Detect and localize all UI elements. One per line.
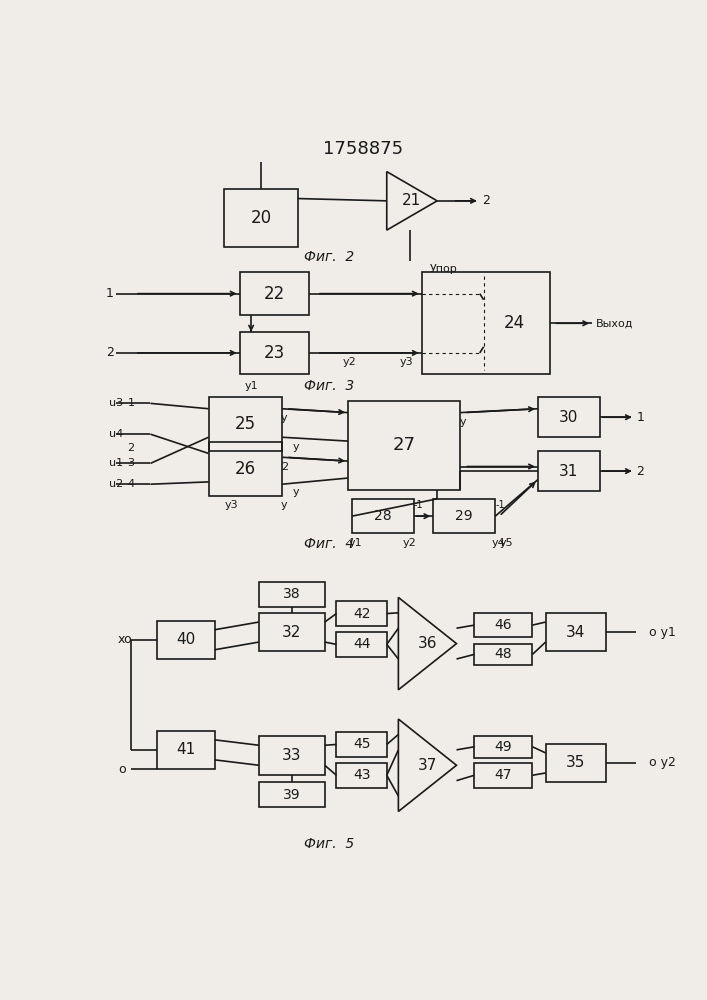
Text: o y1: o y1 [649,626,676,639]
Text: 26: 26 [235,460,256,478]
Text: 1: 1 [106,287,114,300]
Text: 42: 42 [353,607,370,621]
Bar [240,332,309,374]
Bar [474,763,532,788]
Bar [156,620,215,659]
Bar [259,782,325,807]
Text: 1: 1 [636,411,644,424]
Bar [546,613,606,651]
Text: xo: xo [118,633,132,646]
Bar [474,644,532,665]
Text: 2: 2 [127,443,134,453]
Bar [240,272,309,315]
Bar [259,736,325,774]
Text: 49: 49 [495,740,512,754]
Text: Упор: Упор [429,264,457,274]
Text: 40: 40 [176,632,195,647]
Text: 30: 30 [559,410,578,425]
Text: 29: 29 [455,509,473,523]
Text: 21: 21 [402,193,421,208]
Text: Фиг.  3: Фиг. 3 [303,379,354,393]
Text: 44: 44 [353,637,370,651]
Text: 46: 46 [495,618,512,632]
Text: o: o [118,763,125,776]
Text: 28: 28 [374,509,392,523]
Text: y3: y3 [399,357,413,367]
Bar [474,736,532,758]
Text: 1: 1 [127,398,134,408]
Text: Фиг.  2: Фиг. 2 [303,250,354,264]
Text: u2: u2 [109,479,123,489]
Text: 2: 2 [482,194,490,207]
Bar [259,582,325,607]
Text: u3: u3 [109,398,122,408]
Text: 37: 37 [418,758,437,773]
Text: y: y [460,417,466,427]
Text: 32: 32 [282,625,301,640]
Text: 20: 20 [250,209,271,227]
Text: 33: 33 [282,748,302,763]
Text: 47: 47 [495,768,512,782]
Text: 38: 38 [283,587,300,601]
Text: y: y [293,442,299,452]
Text: 43: 43 [353,768,370,782]
Text: 25: 25 [235,415,256,433]
Text: u1: u1 [109,458,122,468]
Text: 24: 24 [504,314,525,332]
Text: y2: y2 [403,538,417,548]
Bar [209,442,282,496]
Bar [421,272,549,374]
Text: 35: 35 [566,755,585,770]
Text: Фиг.  4: Фиг. 4 [303,536,354,550]
Bar [352,499,414,533]
Text: o y2: o y2 [649,756,676,769]
Text: Фиг.  5: Фиг. 5 [303,837,354,851]
Bar [337,763,387,788]
Text: 2: 2 [281,462,288,472]
Text: 22: 22 [264,285,285,303]
Text: 23: 23 [264,344,285,362]
Bar [209,397,282,451]
Text: 2: 2 [106,346,114,359]
Text: 48: 48 [495,647,512,661]
Text: y4: y4 [491,538,505,548]
Text: y2: y2 [343,357,357,367]
Text: -1: -1 [414,500,423,510]
Text: 36: 36 [418,636,437,651]
Text: 39: 39 [283,788,300,802]
Text: 31: 31 [559,464,578,479]
Text: y3: y3 [225,500,238,510]
Bar [546,744,606,782]
Bar [224,189,298,247]
Bar [337,732,387,757]
Bar [259,613,325,651]
Text: 34: 34 [566,625,585,640]
Text: 45: 45 [353,737,370,751]
Text: -1: -1 [495,500,505,510]
Text: 27: 27 [392,436,416,454]
Text: Выход: Выход [596,318,633,328]
Bar [474,613,532,637]
Bar [156,731,215,769]
Text: y1: y1 [349,538,363,548]
Bar [433,499,495,533]
Text: 3: 3 [127,458,134,468]
Text: u4: u4 [109,429,123,439]
Bar [337,601,387,626]
Text: y5: y5 [500,538,514,548]
Text: 2: 2 [636,465,644,478]
Bar [337,632,387,657]
Text: y: y [281,500,288,510]
Text: y1: y1 [245,381,258,391]
Text: y: y [293,487,299,497]
Bar [538,451,600,491]
Text: 41: 41 [176,742,195,757]
Text: y: y [281,413,288,423]
Text: 4: 4 [127,479,134,489]
Text: 1758875: 1758875 [322,140,403,158]
Bar [348,401,460,490]
Bar [538,397,600,437]
